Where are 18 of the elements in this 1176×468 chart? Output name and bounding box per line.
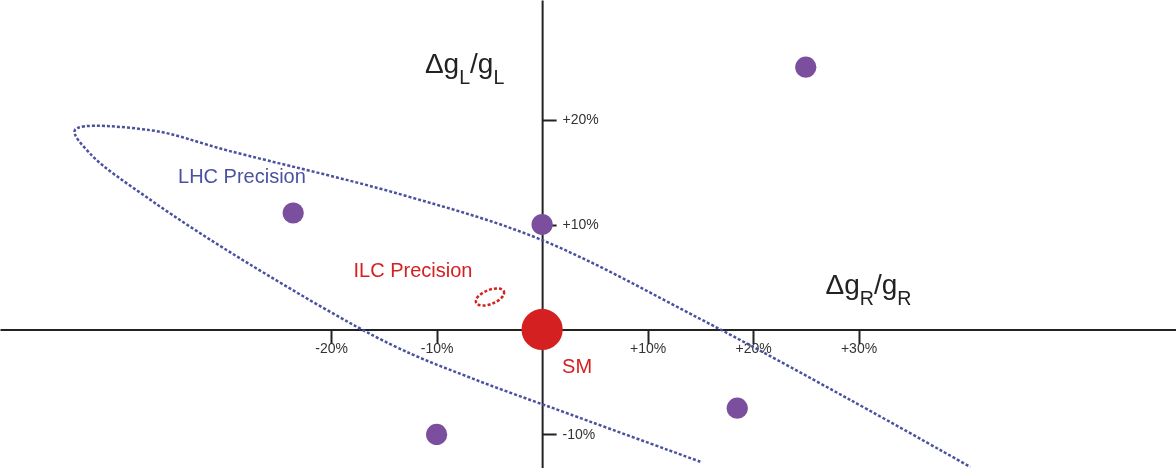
x-tick-label: +10% [629,339,667,356]
point [282,202,304,224]
x-tick-label: -10% [420,339,454,356]
y-tick-label: -10% [562,425,596,442]
point [726,397,748,419]
annotation: LHC Precision [178,165,306,188]
y-tick-label: +20% [562,111,599,128]
y-tick-label: +10% [562,216,599,233]
annotation: ILC Precision [353,259,473,281]
x-axis-title: Δg$_{R}$/g$_{R}$ [825,268,912,309]
x-tick-label: +30% [840,339,878,356]
point [531,213,553,236]
point [795,56,817,78]
point [521,308,563,351]
x-tick-label: -20% [315,339,349,356]
point [426,423,448,446]
y-axis-title: Δg$_{L}$/g$_{L}$ [424,47,505,88]
annotation: SM [562,355,593,378]
